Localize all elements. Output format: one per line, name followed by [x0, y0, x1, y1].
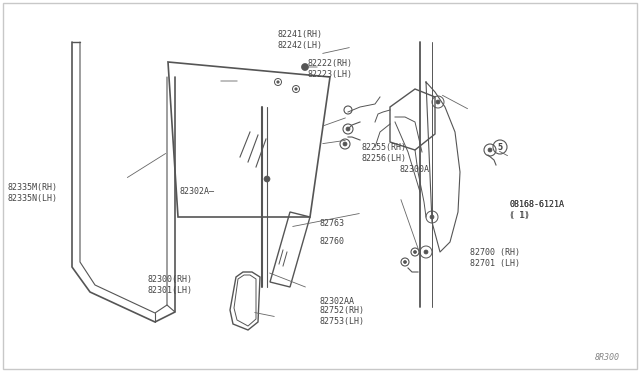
Circle shape — [403, 260, 406, 263]
Text: 82752(RH)
82753(LH): 82752(RH) 82753(LH) — [320, 306, 365, 326]
Circle shape — [436, 100, 440, 104]
Text: 82763: 82763 — [320, 219, 345, 228]
Circle shape — [264, 176, 270, 182]
Circle shape — [346, 127, 350, 131]
Text: 82700 (RH)
82701 (LH): 82700 (RH) 82701 (LH) — [470, 248, 520, 268]
Circle shape — [413, 250, 417, 253]
Text: 08168-6121A
( 1): 08168-6121A ( 1) — [509, 200, 564, 220]
Text: 5: 5 — [497, 142, 502, 151]
Text: 82255(RH)
82256(LH): 82255(RH) 82256(LH) — [362, 143, 407, 163]
Circle shape — [295, 88, 297, 90]
Text: 82760: 82760 — [320, 237, 345, 247]
Text: 82300(RH)
82301(LH): 82300(RH) 82301(LH) — [148, 275, 193, 295]
Text: 82241(RH)
82242(LH): 82241(RH) 82242(LH) — [277, 30, 322, 50]
Circle shape — [430, 215, 434, 219]
Circle shape — [343, 142, 347, 146]
Text: 8R300: 8R300 — [595, 353, 620, 362]
Text: 82300A: 82300A — [400, 166, 430, 174]
Text: 82302AA: 82302AA — [320, 298, 355, 307]
Text: 82302A–: 82302A– — [180, 187, 215, 196]
Text: 82335M(RH)
82335N(LH): 82335M(RH) 82335N(LH) — [8, 183, 58, 203]
Circle shape — [424, 250, 428, 254]
Text: 08168-6121A
( 1): 08168-6121A ( 1) — [510, 200, 565, 220]
Text: 82222(RH)
82223(LH): 82222(RH) 82223(LH) — [308, 59, 353, 79]
Circle shape — [301, 64, 308, 71]
Circle shape — [277, 81, 279, 83]
Circle shape — [488, 148, 492, 152]
